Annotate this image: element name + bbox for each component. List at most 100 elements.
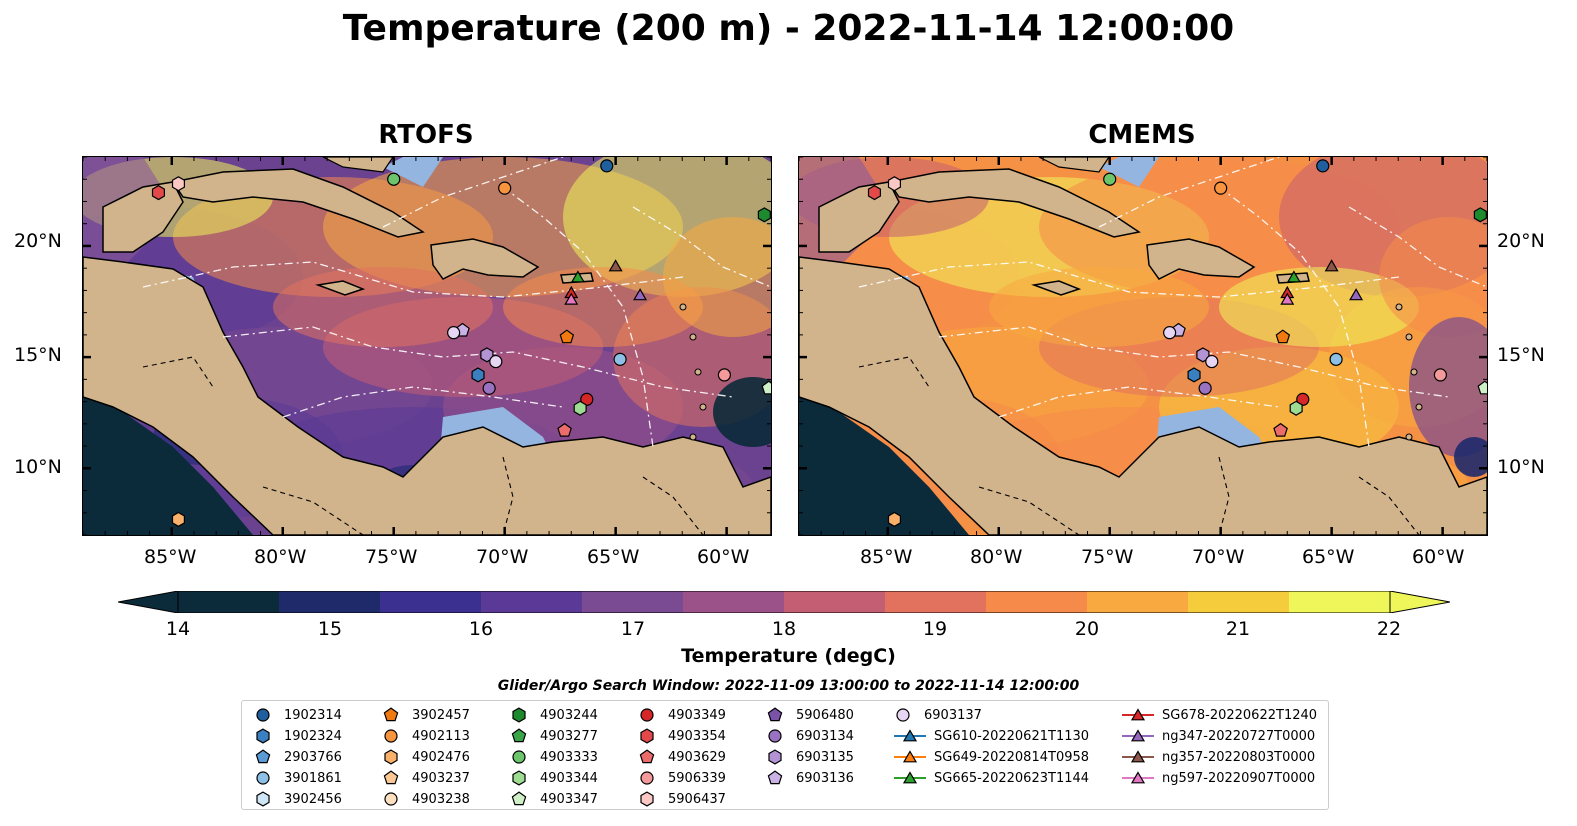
map-marker-4903629 [1273, 422, 1288, 437]
legend-label: 2903766 [284, 749, 342, 765]
legend-swatch [767, 770, 783, 785]
legend-item: ng597-20220907T0000 [1122, 768, 1315, 788]
map-marker-4902113 [498, 181, 512, 195]
legend-swatch [512, 770, 526, 786]
lon-label: 85°W [144, 546, 197, 568]
legend-swatch [640, 708, 654, 722]
lon-label: 60°W [697, 546, 750, 568]
map-marker-6903135 [480, 347, 494, 363]
legend-marker [640, 728, 654, 744]
map-marker-4903347 [1477, 380, 1487, 395]
map-marker-1902324 [1187, 367, 1201, 383]
lat-label: 15°N [1497, 344, 1545, 366]
map-marker-1902314 [600, 159, 614, 173]
map-marker-6903134 [482, 381, 496, 395]
legend-marker [768, 749, 782, 765]
legend-marker [902, 729, 918, 742]
legend-swatch [255, 749, 271, 764]
map-marker-ng357-20220803T0000 [1324, 259, 1339, 272]
legend: 1902314 1902324 2903766 3901861 3902456 39024… [241, 700, 1329, 810]
map-marker-4903344 [1289, 400, 1303, 416]
legend-marker [768, 729, 782, 743]
map-marker-4903244 [1473, 207, 1487, 223]
legend-swatch [1122, 708, 1154, 721]
map-marker-6903137 [447, 326, 461, 340]
legend-marker [256, 771, 270, 785]
legend-marker [511, 791, 527, 806]
map-marker-3902457 [559, 329, 575, 344]
legend-label: 5906480 [796, 707, 854, 723]
legend-item: 1902314 [254, 705, 342, 725]
lon-label: 70°W [1192, 546, 1245, 568]
legend-item: 5906339 [638, 768, 726, 788]
legend-marker [384, 792, 398, 806]
legend-swatch [1122, 771, 1154, 784]
map-marker-6903137 [1163, 326, 1177, 340]
colorbar-label: Temperature (degC) [681, 645, 896, 667]
legend-label: 4903344 [540, 770, 598, 786]
colorbar-tick: 22 [1376, 618, 1402, 640]
legend-marker [640, 708, 654, 722]
legend-label: SG649-20220814T0958 [934, 749, 1090, 765]
map-panel-cmems[interactable] [798, 156, 1488, 536]
legend-label: 5906437 [668, 791, 726, 807]
legend-swatch [640, 791, 654, 807]
colorbar-tick: 19 [922, 618, 948, 640]
legend-item: 4903629 [638, 747, 726, 767]
colorbar [117, 590, 1451, 614]
legend-marker [383, 770, 399, 785]
legend-marker [384, 729, 398, 743]
map-marker-4902113 [1214, 181, 1228, 195]
legend-marker [1130, 708, 1146, 721]
map-marker-4903349 [580, 392, 594, 406]
legend-label: 1902314 [284, 707, 342, 723]
legend-swatch [256, 728, 270, 744]
legend-item: 4903277 [510, 726, 598, 746]
map-marker-ng597-20220907T0000 [1280, 292, 1295, 305]
legend-swatch [256, 708, 270, 722]
legend-label: ng357-20220803T0000 [1162, 749, 1316, 765]
legend-swatch [512, 750, 526, 764]
colorbar-canvas [117, 590, 1451, 614]
map-panel-rtofs[interactable] [82, 156, 772, 536]
lon-label: 80°W [254, 546, 307, 568]
legend-swatch [640, 728, 654, 744]
legend-swatch [639, 749, 655, 764]
legend-label: 4903237 [412, 770, 470, 786]
legend-item: 6903135 [766, 747, 854, 767]
lat-label: 20°N [14, 230, 62, 252]
legend-swatch [894, 729, 926, 742]
map-marker-ng347-20220727T0000 [633, 288, 648, 301]
legend-item: 4903349 [638, 705, 726, 725]
legend-marker [640, 791, 654, 807]
legend-swatch [512, 707, 526, 723]
legend-item: 2903766 [254, 747, 342, 767]
legend-label: SG678-20220622T1240 [1162, 707, 1318, 723]
map-marker-5906437 [171, 176, 186, 192]
lat-label: 10°N [1497, 456, 1545, 478]
legend-marker [384, 749, 398, 765]
map-marker-4903344 [573, 400, 587, 416]
map-marker-4903349 [1296, 392, 1310, 406]
map-marker-3902457 [1275, 329, 1291, 344]
legend-label: 1902324 [284, 728, 342, 744]
legend-marker [512, 750, 526, 764]
legend-item: 5906480 [766, 705, 854, 725]
legend-swatch [1122, 750, 1154, 763]
lon-label: 80°W [970, 546, 1023, 568]
legend-marker [1130, 771, 1146, 784]
legend-marker [767, 770, 783, 785]
legend-swatch [768, 729, 782, 743]
legend-label: 4903277 [540, 728, 598, 744]
map-marker-4902476 [887, 511, 902, 527]
lat-label: 20°N [1497, 230, 1545, 252]
legend-marker [1130, 729, 1146, 742]
map-marker-1902324 [471, 367, 485, 383]
colorbar-tick: 16 [468, 618, 494, 640]
legend-item: SG610-20220621T1130 [894, 726, 1089, 746]
map-marker-6903137 [1205, 354, 1219, 369]
legend-swatch [383, 770, 399, 785]
legend-item: 4903333 [510, 747, 598, 767]
legend-label: 4903244 [540, 707, 598, 723]
lon-label: 60°W [1412, 546, 1465, 568]
